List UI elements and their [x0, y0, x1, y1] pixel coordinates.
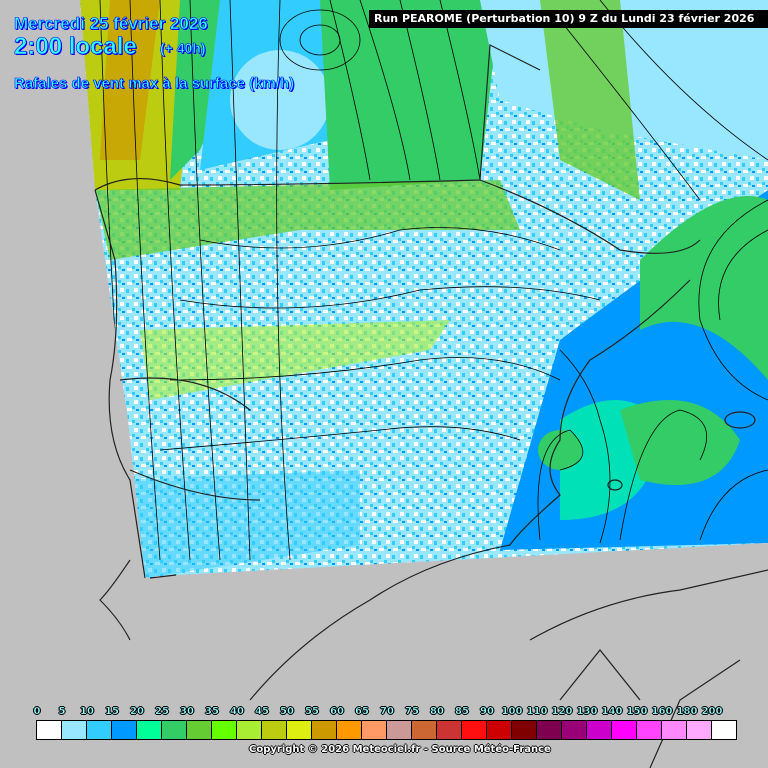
legend-label: 75: [405, 706, 419, 717]
legend-label: 15: [105, 706, 119, 717]
legend-label: 120: [551, 706, 573, 717]
run-info-banner: Run PEAROME (Perturbation 10) 9 Z du Lun…: [369, 10, 768, 28]
legend-swatch: [462, 721, 487, 739]
legend-swatch: [137, 721, 162, 739]
legend-label: 80: [430, 706, 444, 717]
coastlines-borders: [94, 44, 768, 768]
legend-label: 45: [255, 706, 269, 717]
legend-label: 5: [58, 706, 66, 717]
legend-label: 90: [480, 706, 494, 717]
legend-swatch: [637, 721, 662, 739]
legend-swatch: [487, 721, 512, 739]
legend-label: 130: [576, 706, 598, 717]
legend-swatch: [37, 721, 62, 739]
legend-swatch: [337, 721, 362, 739]
legend-label: 35: [205, 706, 219, 717]
legend-swatch: [662, 721, 687, 739]
legend-swatch: [612, 721, 637, 739]
legend-label: 40: [230, 706, 244, 717]
color-legend: [36, 720, 737, 740]
legend-label: 140: [601, 706, 623, 717]
legend-swatch: [512, 721, 537, 739]
forecast-lead-time: (+ 40h): [160, 40, 206, 57]
legend-swatch: [87, 721, 112, 739]
legend-swatch: [587, 721, 612, 739]
legend-label: 60: [330, 706, 344, 717]
legend-swatch: [312, 721, 337, 739]
legend-label: 65: [355, 706, 369, 717]
legend-label: 20: [130, 706, 144, 717]
forecast-hour: 2:00 locale: [14, 33, 137, 61]
legend-label: 55: [305, 706, 319, 717]
legend-swatch: [712, 721, 736, 739]
legend-label: 0: [33, 706, 41, 717]
legend-swatch: [237, 721, 262, 739]
legend-swatch: [187, 721, 212, 739]
legend-swatch: [437, 721, 462, 739]
legend-swatch: [162, 721, 187, 739]
legend-label: 180: [676, 706, 698, 717]
legend-label: 25: [155, 706, 169, 717]
legend-label: 85: [455, 706, 469, 717]
legend-label: 150: [626, 706, 648, 717]
legend-label: 200: [701, 706, 723, 717]
legend-swatch: [212, 721, 237, 739]
legend-swatch: [387, 721, 412, 739]
legend-swatch: [62, 721, 87, 739]
legend-swatch: [537, 721, 562, 739]
legend-label: 70: [380, 706, 394, 717]
legend-swatch: [362, 721, 387, 739]
legend-label: 30: [180, 706, 194, 717]
legend-label: 100: [501, 706, 523, 717]
legend-label: 10: [80, 706, 94, 717]
legend-label: 160: [651, 706, 673, 717]
legend-swatch: [262, 721, 287, 739]
legend-swatch: [412, 721, 437, 739]
legend-label: 50: [280, 706, 294, 717]
legend-swatch: [287, 721, 312, 739]
legend-swatch: [112, 721, 137, 739]
legend-swatch: [562, 721, 587, 739]
copyright: Copyright © 2026 Meteociel.fr - Source M…: [249, 744, 551, 755]
forecast-date: Mercredi 25 février 2026: [14, 14, 208, 34]
legend-swatch: [687, 721, 712, 739]
legend-label: 110: [526, 706, 548, 717]
parameter-title: Rafales de vent max à la surface (km/h): [14, 75, 295, 93]
